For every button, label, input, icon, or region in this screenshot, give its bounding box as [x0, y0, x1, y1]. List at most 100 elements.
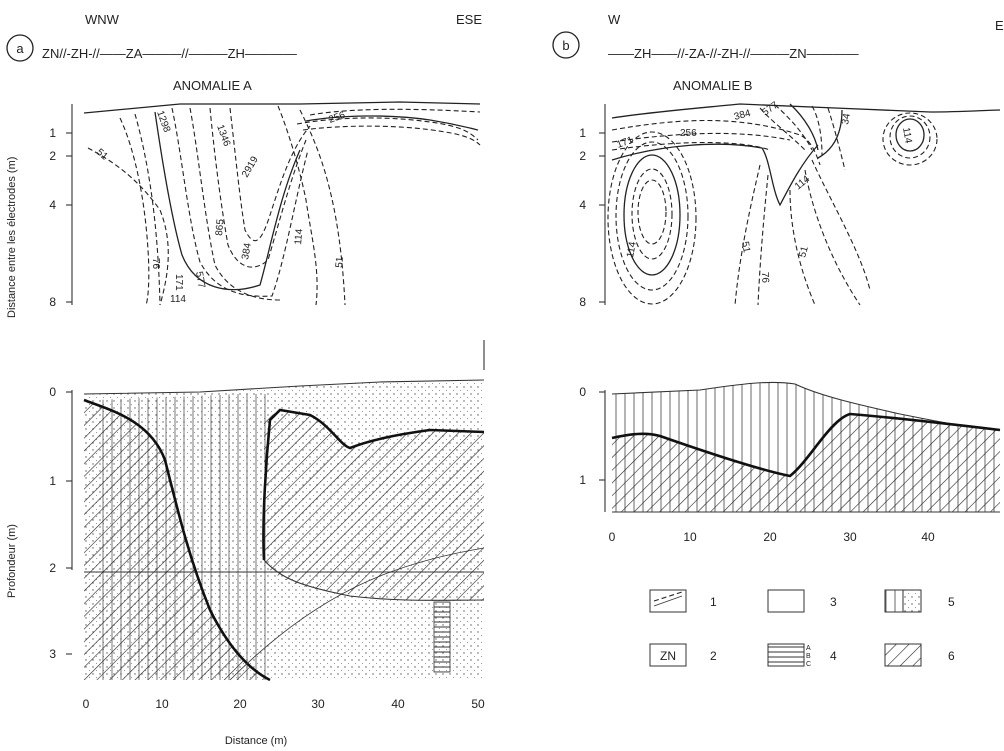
svg-text:10: 10 [683, 530, 697, 544]
panel-b-contour-label: 384 [733, 108, 752, 123]
svg-text:30: 30 [311, 697, 325, 711]
svg-text:2: 2 [49, 561, 56, 575]
xlabel-distance: Distance (m) [225, 735, 287, 747]
svg-text:4: 4 [579, 198, 586, 212]
panel-a-contour-label: 114 [170, 294, 186, 305]
panel-b-contour-label: 256 [680, 128, 697, 139]
panel-a-bedrock-boundary-right [262, 408, 485, 561]
panel-a-top-surface [83, 101, 481, 114]
svg-text:30: 30 [843, 530, 857, 544]
panel-a-contour-label: 384 [240, 242, 254, 261]
ylabel-electrode-distance: Distance entre les électrodes (m) [6, 157, 18, 318]
legend-item-4: A B C 4 [767, 643, 837, 668]
panel-a-layered-column [433, 601, 451, 673]
panel-b-contour-label: 51 [797, 245, 811, 259]
panel-b-bedrock-boundary [611, 412, 1001, 478]
svg-text:0: 0 [49, 385, 56, 399]
panel-b-top-ticks: 1 2 4 8 [579, 126, 605, 309]
panel-b-geologic-section: 0 1 0 10 20 30 40 [579, 381, 1001, 544]
svg-text:2: 2 [710, 649, 717, 663]
legend-item-3: 3 [767, 589, 837, 613]
svg-text:40: 40 [921, 530, 935, 544]
legend-item-1: 1 [649, 589, 717, 613]
svg-text:2: 2 [579, 149, 586, 163]
panel-b-letter-circle [552, 31, 580, 59]
panel-b-anomaly-title: ANOMALIE B [673, 78, 752, 93]
panel-b-contour-label: 51 [739, 241, 752, 254]
svg-text:0: 0 [579, 385, 586, 399]
svg-text:20: 20 [763, 530, 777, 544]
panel-a-block-base [263, 559, 485, 601]
legend-item-6: 6 [884, 643, 955, 667]
panel-a-anomaly-title: ANOMALIE A [173, 78, 252, 93]
svg-text:C: C [806, 661, 811, 668]
panel-a-contour-label: 114 [293, 228, 305, 245]
panel-a-thin-boundary [229, 547, 485, 681]
svg-text:1: 1 [49, 126, 56, 140]
svg-text:20: 20 [233, 697, 247, 711]
panel-b-zone-strip: ——ZH——//-ZA-//-ZH-//———ZN———— [608, 46, 859, 61]
panel-a-depth-ticks: 0 1 2 3 [49, 385, 72, 661]
panel-a-contour-label: 51 [334, 256, 346, 268]
svg-text:40: 40 [391, 697, 405, 711]
svg-text:6: 6 [948, 649, 955, 663]
panel-a-contour-label: 76 [150, 258, 161, 270]
panel-b-bedrock [612, 414, 1000, 512]
panel-b-x-ticks: 0 10 20 30 40 [609, 530, 935, 544]
panel-a-contour-label: 577 [193, 271, 207, 290]
panel-b-contour-label: 114 [625, 240, 639, 258]
svg-text:5: 5 [948, 595, 955, 609]
panel-b-pseudosection: 1 2 4 8 256 171 384 577 [579, 100, 1001, 309]
panel-b-letter: b [562, 38, 569, 53]
svg-text:3: 3 [830, 595, 837, 609]
panel-b-dir-right: E [995, 18, 1004, 33]
svg-text:ZN: ZN [660, 649, 676, 663]
svg-text:50: 50 [471, 697, 485, 711]
panel-b-contour-label: 171 [615, 135, 635, 151]
panel-a-contour-label: 2919 [240, 154, 261, 179]
panel-a-letter: a [16, 41, 24, 56]
svg-text:8: 8 [49, 295, 56, 309]
panel-a-zone-strip: ZN//-ZH-//——ZA———//———ZH———— [42, 46, 297, 61]
legend-item-5: 5 [884, 589, 955, 613]
panel-a-pseudosection: 1 2 4 8 1298 1346 2919 256 51 76 171 114… [49, 101, 481, 309]
panel-b-contour-label: 577 [760, 100, 780, 119]
svg-text:10: 10 [155, 697, 169, 711]
panel-a-bedrock-right [264, 410, 484, 601]
svg-text:B: B [806, 653, 811, 660]
panel-b-dir-left: W [608, 12, 621, 27]
svg-text:1: 1 [579, 473, 586, 487]
panel-a-contour-label: 171 [173, 274, 184, 291]
svg-text:0: 0 [609, 530, 616, 544]
legend-item-2: ZN 2 [649, 643, 717, 667]
panel-b-contour-label: 34 [840, 112, 853, 125]
panel-a-geologic-section: 0 1 2 3 0 10 20 30 40 50 Distance (m) [49, 340, 485, 747]
svg-text:1: 1 [579, 126, 586, 140]
panel-a-header: a WNW ESE ZN//-ZH-//——ZA———//———ZH———— A… [6, 12, 482, 93]
panel-a-x-ticks: 0 10 20 30 40 50 [83, 697, 485, 711]
svg-text:A: A [806, 645, 811, 652]
ylabel-depth: Profondeur (m) [6, 524, 18, 598]
svg-text:0: 0 [83, 697, 90, 711]
svg-text:1: 1 [710, 595, 717, 609]
panel-a-top-ticks: 1 2 4 8 [49, 126, 72, 309]
panel-a-bedrock-left [84, 400, 270, 680]
legend: 1 3 5 ZN 2 A B C 4 6 [649, 589, 955, 668]
svg-text:3: 3 [49, 647, 56, 661]
svg-text:4: 4 [830, 649, 837, 663]
panel-a-ground-surface [83, 379, 485, 395]
svg-text:2: 2 [49, 149, 56, 163]
svg-text:1: 1 [49, 474, 56, 488]
panel-a-dir-right: ESE [456, 12, 482, 27]
panel-a-bedrock-boundary-left [83, 398, 271, 682]
panel-a-dir-left: WNW [85, 12, 120, 27]
panel-a-contour-label: 1346 [214, 123, 232, 148]
panel-b-contour-label: 76 [759, 272, 770, 284]
svg-text:4: 4 [49, 198, 56, 212]
panel-b-depth-ticks: 0 1 [579, 385, 605, 487]
panel-a-letter-circle [6, 34, 34, 62]
svg-text:8: 8 [579, 295, 586, 309]
panel-b-top-surface [611, 103, 1001, 119]
panel-a-contour-label: 865 [214, 218, 226, 236]
panel-a-contour-label: 51 [94, 147, 110, 163]
